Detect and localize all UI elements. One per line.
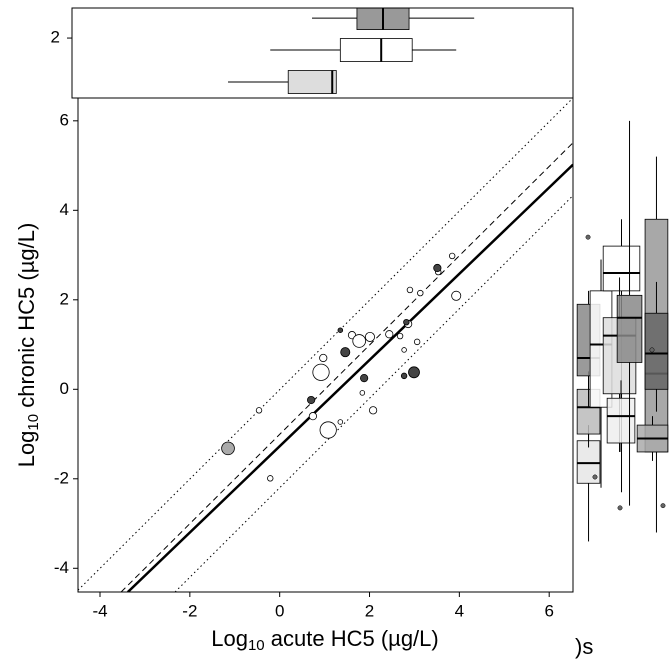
box <box>287 70 337 94</box>
top-panel <box>228 8 475 94</box>
label-part: Log <box>211 626 248 651</box>
y-tick-label: 6 <box>60 110 69 129</box>
point <box>417 289 424 297</box>
box <box>339 38 413 62</box>
point <box>400 372 408 380</box>
point <box>267 475 274 482</box>
label-part: Log <box>14 431 39 468</box>
x-tick-label: 4 <box>455 601 464 620</box>
point <box>307 395 316 405</box>
main-panel <box>78 98 573 592</box>
x-tick-label: -2 <box>182 601 197 620</box>
point <box>369 406 378 415</box>
x-tick-label: 0 <box>275 601 284 620</box>
box <box>606 397 636 444</box>
point <box>406 286 414 294</box>
x-axis-label: )s <box>575 634 593 659</box>
x-tick-label: -4 <box>92 601 107 620</box>
point <box>359 390 366 396</box>
x-tick-label: 6 <box>544 601 553 620</box>
reference-line <box>174 195 573 592</box>
point <box>396 332 404 340</box>
top-frame <box>71 7 574 99</box>
y-tick-label: -4 <box>54 558 69 577</box>
outlier <box>649 347 655 353</box>
y-tick-label: -2 <box>54 468 69 487</box>
point <box>255 407 263 414</box>
subscript: 10 <box>25 414 42 431</box>
y-tick-label: 0 <box>60 379 69 398</box>
point <box>448 252 456 260</box>
axis-label: Log10 acute HC5 (µg/L) <box>211 626 438 654</box>
point <box>352 334 366 348</box>
y-tick-label: 2 <box>60 289 69 308</box>
point <box>385 330 394 339</box>
label-part: acute HC5 (µg/L) <box>265 626 439 651</box>
point <box>312 363 330 381</box>
point <box>413 338 421 346</box>
label-part: chronic HC5 (µg/L) <box>14 223 39 414</box>
box <box>644 312 669 390</box>
y-tick-label: 4 <box>60 200 69 219</box>
point <box>408 366 420 379</box>
point <box>451 290 462 301</box>
point <box>401 347 407 353</box>
outlier <box>592 474 598 480</box>
x-tick-label: 2 <box>365 601 374 620</box>
point <box>360 374 369 383</box>
point <box>337 327 344 333</box>
right-panel <box>576 120 669 542</box>
y-tick-label: 2 <box>51 28 60 47</box>
axis-label: Log10 chronic HC5 (µg/L) <box>14 223 42 468</box>
point <box>221 441 235 456</box>
point <box>364 331 375 342</box>
point <box>340 347 351 358</box>
reference-line <box>120 142 573 592</box>
box <box>602 245 641 292</box>
point <box>433 263 442 273</box>
point <box>319 353 328 363</box>
point <box>319 421 337 439</box>
reference-line <box>78 98 573 591</box>
point <box>308 412 318 421</box>
outlier <box>660 503 666 509</box>
box <box>616 294 643 363</box>
main-frame <box>77 97 574 593</box>
reference-line <box>126 163 573 592</box>
subscript: 10 <box>248 637 265 654</box>
point <box>337 419 344 425</box>
point <box>403 318 410 326</box>
outlier <box>617 505 623 511</box>
outlier <box>585 234 591 240</box>
